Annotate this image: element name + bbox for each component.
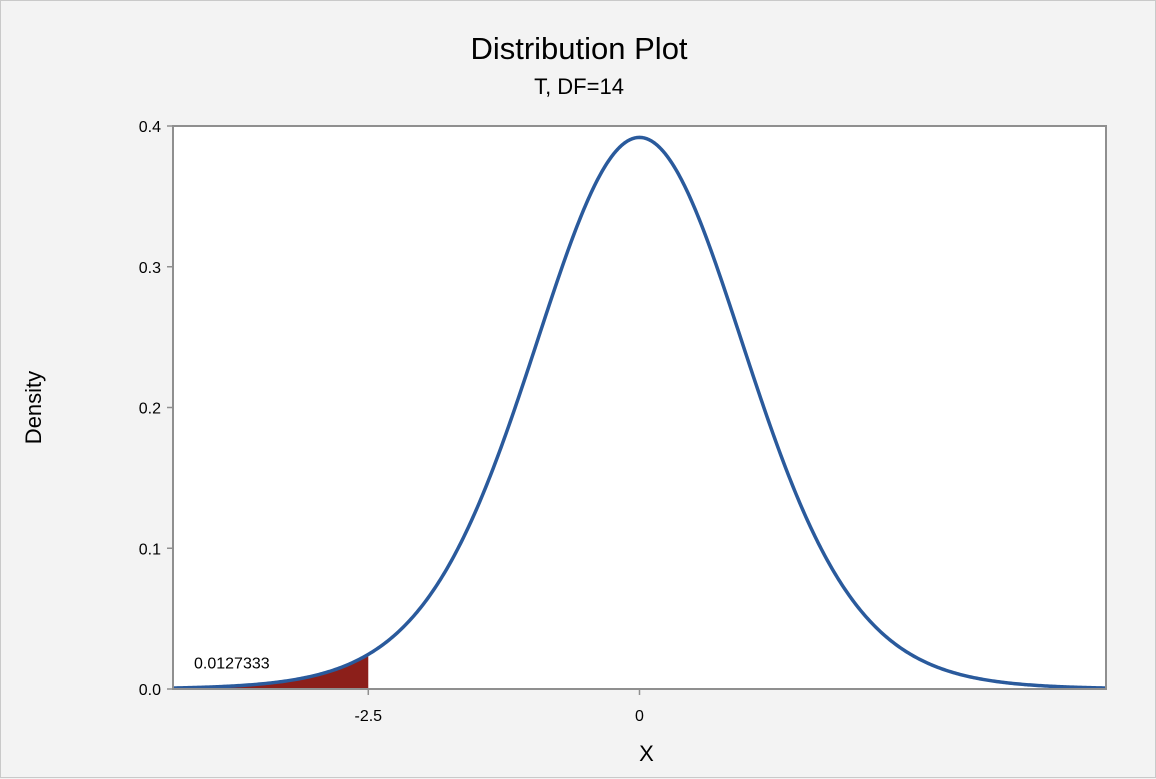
y-tick-label: 0.3 (139, 260, 161, 277)
y-axis: 0.0 0.1 0.2 0.3 0.4 (139, 119, 173, 699)
shaded-area-label: 0.0127333 (194, 655, 270, 672)
y-tick-label: 0.1 (139, 541, 161, 558)
curve-group (172, 135, 1107, 690)
x-tick-label: 0 (635, 708, 644, 725)
y-tick-label: 0.0 (139, 682, 161, 699)
x-axis-label: X (639, 741, 654, 766)
y-axis-label: Density (21, 371, 46, 444)
shaded-region (173, 654, 369, 689)
x-axis: -2.5 0 (354, 689, 644, 725)
plot-area (173, 126, 1106, 689)
y-tick-label: 0.2 (139, 401, 161, 418)
y-tick-label: 0.4 (139, 119, 161, 136)
shaded-region-group (173, 654, 369, 689)
density-curve (172, 135, 1107, 690)
chart-subtitle: T, DF=14 (534, 74, 624, 99)
chart-title: Distribution Plot (470, 31, 687, 66)
x-tick-label: -2.5 (354, 708, 382, 725)
